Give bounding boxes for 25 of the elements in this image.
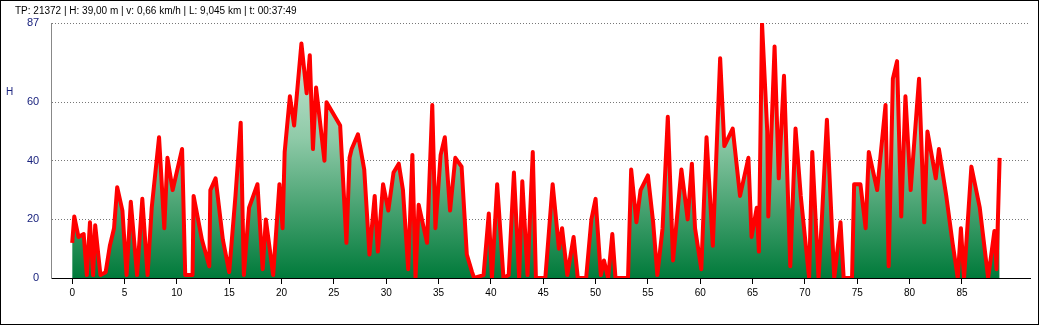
y-tick-label: 0 <box>33 271 40 284</box>
x-tick-label: 75 <box>851 286 864 298</box>
x-tick-label: 80 <box>904 286 916 298</box>
x-tick-label: 40 <box>485 286 497 298</box>
x-tick-label: 45 <box>537 286 550 298</box>
x-tick-label: 10 <box>171 286 183 298</box>
x-tick-label: 50 <box>590 286 602 298</box>
x-tick-label: 35 <box>432 286 445 298</box>
x-tick-label: 55 <box>642 286 654 298</box>
x-tick-label: 0 <box>69 286 76 298</box>
x-tick-label: 25 <box>328 286 340 298</box>
y-tick-label: 20 <box>26 212 40 225</box>
x-tick-label: 65 <box>747 286 759 298</box>
x-tick-label: 70 <box>799 286 811 298</box>
x-tick-label: 5 <box>121 286 128 298</box>
x-tick-label: 15 <box>223 286 236 298</box>
x-tick-label: 85 <box>956 286 968 298</box>
y-tick-label: 60 <box>26 95 40 108</box>
y-tick-label: 87 <box>26 16 40 29</box>
x-tick-label: 20 <box>275 286 288 298</box>
y-axis-title: H <box>6 85 14 97</box>
y-tick-label: 40 <box>26 153 40 166</box>
x-tick-label: 60 <box>694 286 707 298</box>
x-tick-label: 30 <box>380 286 393 298</box>
chart-title: TP: 21372 | H: 39,00 m | v: 0,66 km/h | L: 9,045 km | t: 00:37:49 <box>15 4 298 16</box>
